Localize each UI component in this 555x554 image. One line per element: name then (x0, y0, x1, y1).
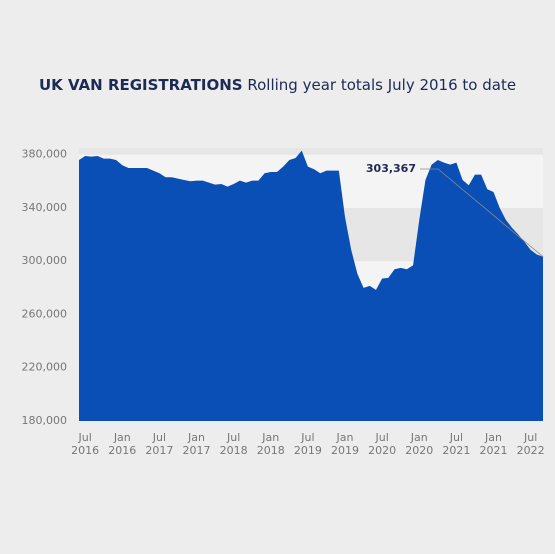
x-tick-label: Jan 2018 (256, 431, 285, 457)
x-tick-label: Jul 2022 (516, 431, 545, 457)
x-tick-label: Jan 2021 (479, 431, 508, 457)
x-tick-label: Jul 2020 (368, 431, 397, 457)
y-tick-label: 380,000 (22, 148, 68, 161)
y-tick-label: 260,000 (22, 307, 68, 320)
y-tick-label: 220,000 (22, 361, 68, 374)
grid-band (79, 148, 543, 155)
x-tick-label: Jan 2019 (331, 431, 360, 457)
x-tick-label: Jul 2021 (442, 431, 471, 457)
y-tick-label: 300,000 (22, 254, 68, 267)
x-tick-label: Jul 2016 (71, 431, 100, 457)
y-tick-label: 180,000 (22, 414, 68, 427)
y-tick-label: 340,000 (22, 201, 68, 214)
x-tick-label: Jul 2019 (293, 431, 322, 457)
annotation-leader (420, 168, 544, 258)
annotation: 303,367 (366, 162, 416, 175)
x-tick-label: Jul 2017 (145, 431, 174, 457)
x-tick-label: Jul 2018 (219, 431, 248, 457)
area (79, 150, 543, 421)
title: UK VAN REGISTRATIONS Rolling year totals… (0, 76, 555, 94)
x-tick-label: Jan 2016 (108, 431, 137, 457)
x-tick-label: Jan 2020 (405, 431, 434, 457)
subtitle: Rolling year totals July 2016 to date (247, 76, 517, 94)
title-main: UK VAN REGISTRATIONS (38, 76, 243, 94)
x-tick-label: Jan 2017 (182, 431, 211, 457)
